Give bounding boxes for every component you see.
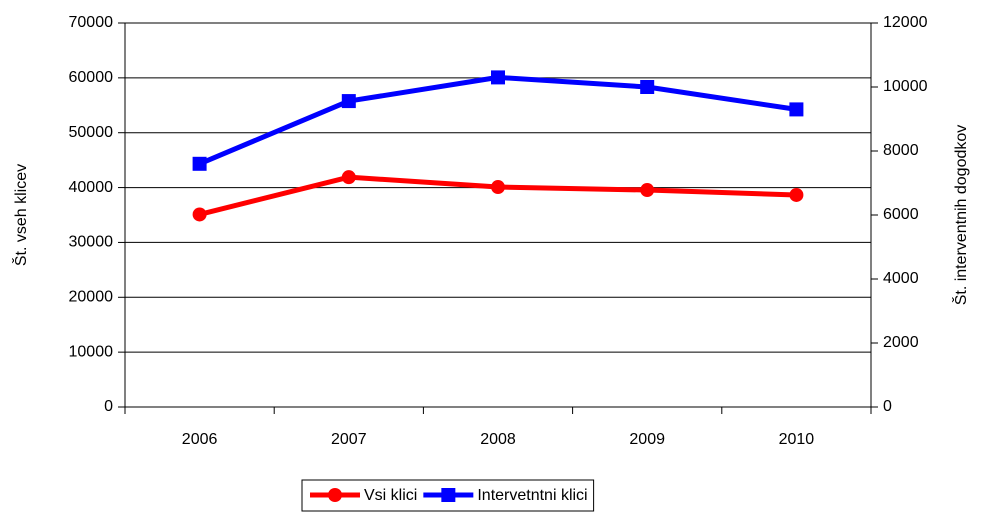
series-line [198,74,797,167]
legend-label: Vsi klici [364,487,417,504]
marker [341,94,356,109]
y-tick-label: 50000 [69,124,114,141]
y2-axis-label: Št. interventnih dogodkov [951,125,970,306]
y2-tick-label: 2000 [883,334,919,351]
marker [789,102,804,117]
y-tick-label: 20000 [69,289,114,306]
marker [192,156,207,171]
marker [341,170,356,185]
y-tick-label: 70000 [69,14,114,31]
x-tick-label: 2008 [480,431,516,448]
y-tick-label: 40000 [69,179,114,196]
x-tick-label: 2006 [182,431,218,448]
legend-marker [441,488,456,502]
y2-tick-label: 6000 [883,206,919,223]
marker [640,183,655,198]
legend-label: Intervetntni klici [477,487,587,504]
y2-tick-label: 12000 [883,14,928,31]
marker [640,80,655,94]
y2-tick-label: 4000 [883,270,919,287]
y-tick-label: 60000 [69,69,114,86]
x-tick-label: 2007 [331,431,367,448]
x-tick-label: 2009 [629,431,665,448]
y-tick-label: 0 [104,398,113,415]
y2-tick-label: 0 [883,398,892,415]
marker [491,70,505,85]
legend: Vsi klici Intervetntni klici [301,479,595,512]
marker [192,207,207,222]
y2-tick-label: 10000 [883,78,928,95]
y2-tick-label: 8000 [883,142,919,159]
x-tick-label: 2010 [779,431,815,448]
y-tick-label: 30000 [69,234,114,251]
y-tick-label: 10000 [69,343,114,360]
legend-marker [328,488,342,502]
y-axis-label: Št. vseh klicev [11,164,30,266]
marker [789,187,804,202]
marker [491,180,505,195]
